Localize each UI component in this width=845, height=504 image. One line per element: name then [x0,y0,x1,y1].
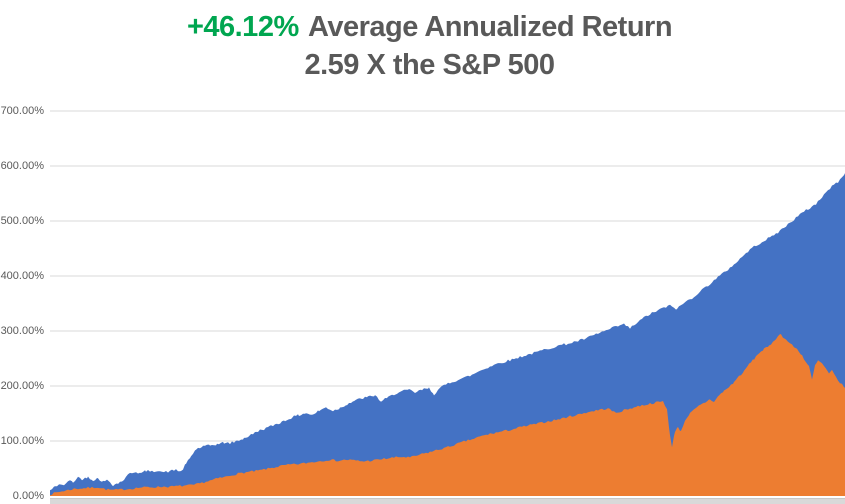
chart-title-line2: 2.59 X the S&P 500 [304,49,555,81]
chart-title-line1: +46.12% Average Annualized Return [14,8,845,46]
chart-title: +46.12% Average Annualized Return 2.59 X … [0,8,845,84]
y-axis-tick-label: 400.00% [0,270,44,282]
y-axis-labels: 0.00% 100.00% 200.00% 300.00% 400.00% 500.00%… [0,0,44,504]
y-axis-tick-label: 0.00% [12,490,44,502]
area-chart-plot [50,110,845,496]
x-axis-strip [50,498,845,504]
annualized-return-label: Average Annualized Return [308,11,673,43]
sp500-area-series [50,334,845,496]
y-axis-tick-label: 700.00% [0,105,44,117]
y-axis-tick-label: 300.00% [0,325,44,337]
y-axis-tick-label: 100.00% [0,435,44,447]
y-axis-tick-label: 600.00% [0,160,44,172]
annualized-return-value: +46.12% [186,11,299,43]
y-axis-tick-label: 200.00% [0,380,44,392]
y-axis-tick-label: 500.00% [0,215,44,227]
